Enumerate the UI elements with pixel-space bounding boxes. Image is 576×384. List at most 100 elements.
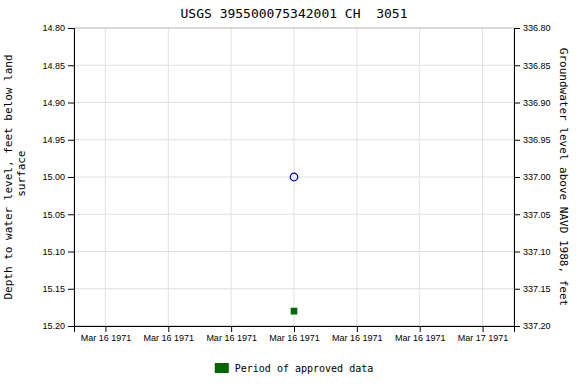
y-tick: 15.05 bbox=[42, 210, 74, 220]
y-tick-mark bbox=[68, 326, 74, 327]
y2-tick-mark bbox=[514, 289, 520, 290]
y2-tick-label: 336.90 bbox=[523, 98, 551, 108]
y-axis-label: Depth to water level, feet below land su… bbox=[2, 54, 28, 299]
grid-line bbox=[294, 28, 295, 326]
y-tick-label: 14.80 bbox=[42, 23, 65, 33]
y2-tick: 337.20 bbox=[514, 321, 551, 331]
y2-tick: 337.00 bbox=[514, 172, 551, 182]
y2-axis: 337.20337.15337.10337.05337.00336.95336.… bbox=[514, 23, 551, 331]
y2-tick-label: 337.15 bbox=[523, 284, 551, 294]
x-tick-label: Mar 16 1971 bbox=[269, 333, 320, 343]
y-tick: 14.95 bbox=[42, 135, 74, 145]
x-tick-mark bbox=[168, 326, 169, 332]
y-tick-label: 14.95 bbox=[42, 135, 65, 145]
y-tick-label: 15.05 bbox=[42, 210, 65, 220]
x-tick: Mar 16 1971 bbox=[332, 326, 383, 343]
y-axis-line bbox=[68, 29, 75, 327]
y-tick-mark bbox=[68, 28, 74, 29]
x-tick: Mar 16 1971 bbox=[206, 326, 257, 343]
y-tick-label: 14.85 bbox=[42, 61, 65, 71]
grid-line bbox=[168, 28, 169, 326]
series bbox=[290, 173, 298, 181]
x-tick-mark bbox=[420, 326, 421, 332]
y-tick-label: 14.90 bbox=[42, 98, 65, 108]
grid-line bbox=[482, 28, 483, 326]
y2-tick-label: 336.80 bbox=[523, 23, 551, 33]
x-axis: Mar 16 1971 Mar 16 1971 Mar 16 1971 Mar 16 … bbox=[75, 326, 515, 343]
grid-line bbox=[356, 28, 357, 326]
y2-tick-mark bbox=[514, 252, 520, 253]
y-tick-label: 15.15 bbox=[42, 284, 65, 294]
x-tick: Mar 16 1971 bbox=[81, 326, 132, 343]
y2-tick-mark bbox=[514, 65, 520, 66]
x-tick: Mar 16 1971 bbox=[144, 326, 195, 343]
legend-swatch bbox=[215, 363, 229, 373]
y-tick: 14.85 bbox=[42, 61, 74, 71]
y-tick-mark bbox=[68, 140, 74, 141]
y-tick: 14.90 bbox=[42, 98, 74, 108]
y2-tick-mark bbox=[514, 103, 520, 104]
y-tick-mark bbox=[68, 289, 74, 290]
plot: Mar 16 1971 Mar 16 1971 Mar 16 1971 Mar 16 … bbox=[42, 23, 550, 343]
x-tick-label: Mar 16 1971 bbox=[206, 333, 257, 343]
y2-tick-mark bbox=[514, 214, 520, 215]
y2-tick: 337.15 bbox=[514, 284, 551, 294]
y-axis-label-line: surface bbox=[15, 151, 28, 204]
y-tick-label: 15.20 bbox=[42, 321, 65, 331]
y-tick: 15.20 bbox=[42, 321, 74, 331]
x-tick-label: Mar 16 1971 bbox=[81, 333, 132, 343]
point bbox=[291, 308, 296, 313]
y2-tick-label: 337.10 bbox=[523, 247, 551, 257]
y2-tick: 337.05 bbox=[514, 210, 551, 220]
x-tick-mark bbox=[294, 326, 295, 332]
x-tick-label: Mar 16 1971 bbox=[395, 333, 446, 343]
plot-frame bbox=[74, 28, 514, 326]
title: USGS 395500075342001 CH 3051 bbox=[181, 6, 408, 21]
point bbox=[290, 173, 298, 181]
grid-line bbox=[105, 28, 106, 326]
legend: Period of approved data bbox=[215, 363, 373, 374]
x-tick-label: Mar 16 1971 bbox=[332, 333, 383, 343]
y-tick-label: 15.10 bbox=[42, 247, 65, 257]
legend-item: Period of approved data bbox=[215, 363, 373, 374]
x-axis-line bbox=[75, 327, 515, 333]
y-tick-mark bbox=[68, 214, 74, 215]
marks bbox=[290, 173, 298, 314]
grid-line bbox=[419, 28, 420, 326]
x-tick-mark bbox=[231, 326, 232, 332]
y2-tick-label: 336.85 bbox=[523, 61, 551, 71]
y2-tick-label: 337.20 bbox=[523, 321, 551, 331]
y-tick: 14.80 bbox=[42, 23, 74, 33]
x-tick: Mar 16 1971 bbox=[395, 326, 446, 343]
y2-tick-mark bbox=[514, 140, 520, 141]
y2-axis-label: Groundwater level above NAVD 1988, feet bbox=[557, 48, 570, 306]
series bbox=[291, 308, 296, 313]
y2-tick-mark bbox=[514, 326, 520, 327]
y2-tick-mark bbox=[514, 177, 520, 178]
x-tick-mark bbox=[105, 326, 106, 332]
x-tick-mark bbox=[483, 326, 484, 332]
y2-axis-line bbox=[515, 29, 521, 327]
y-tick-mark bbox=[68, 177, 74, 178]
chart: Mar 16 1971 Mar 16 1971 Mar 16 1971 Mar 16 … bbox=[0, 0, 576, 384]
x-tick-label: Mar 16 1971 bbox=[144, 333, 195, 343]
y-tick-mark bbox=[68, 252, 74, 253]
y-tick-label: 15.00 bbox=[42, 172, 65, 182]
grid bbox=[74, 28, 514, 326]
y2-tick-label: 337.00 bbox=[523, 172, 551, 182]
legend-label: Period of approved data bbox=[235, 363, 373, 374]
y-tick: 15.00 bbox=[42, 172, 74, 182]
y2-tick: 336.90 bbox=[514, 98, 551, 108]
grid-line bbox=[231, 28, 232, 326]
y-tick-mark bbox=[68, 103, 74, 104]
y-tick-mark bbox=[68, 65, 74, 66]
y2-tick: 337.10 bbox=[514, 247, 551, 257]
y2-tick: 336.80 bbox=[514, 23, 551, 33]
x-tick-mark bbox=[357, 326, 358, 332]
y-tick: 15.10 bbox=[42, 247, 74, 257]
y2-tick-mark bbox=[514, 28, 520, 29]
x-tick-label: Mar 17 1971 bbox=[458, 333, 509, 343]
y2-tick: 336.85 bbox=[514, 61, 551, 71]
x-tick: Mar 17 1971 bbox=[458, 326, 509, 343]
x-tick: Mar 16 1971 bbox=[269, 326, 320, 343]
